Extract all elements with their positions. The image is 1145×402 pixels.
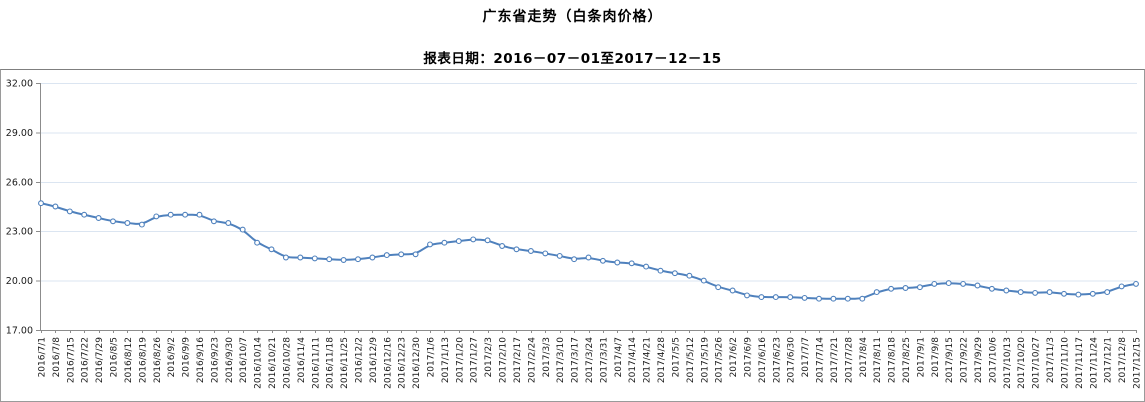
chart-frame xyxy=(0,69,1145,402)
chart-title: 广东省走势（白条肉价格） xyxy=(482,9,663,25)
chart-subtitle: 报表日期：2016－07－01至2017－12－15 xyxy=(423,51,722,67)
